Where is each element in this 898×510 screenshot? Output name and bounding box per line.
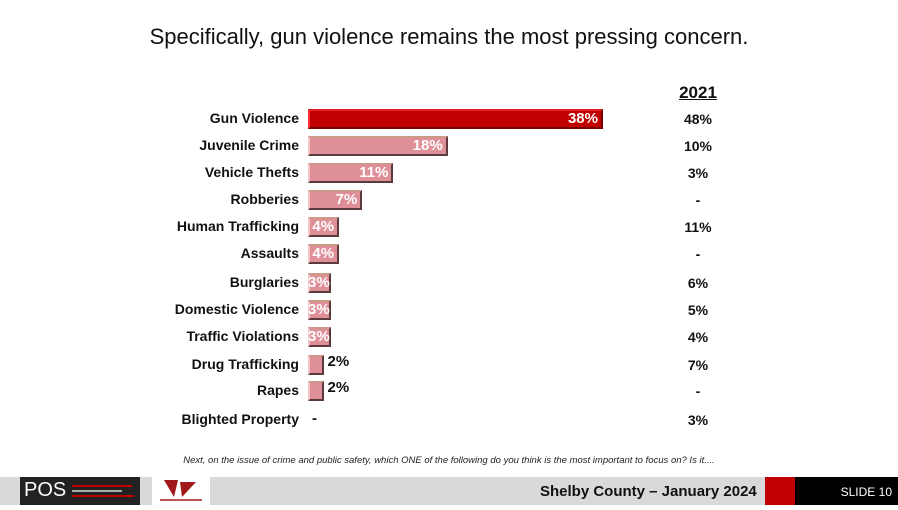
bar: [308, 327, 332, 347]
bar: [308, 381, 324, 401]
category-label: Blighted Property: [181, 411, 299, 427]
category-label: Traffic Violations: [186, 328, 299, 344]
pos-logo-text: POS: [24, 479, 67, 501]
data-label: 4%: [312, 245, 335, 262]
category-label: Rapes: [256, 382, 299, 398]
footer: POS Shelby County – January 2024 SLIDE 1…: [0, 477, 898, 505]
bar: [308, 190, 363, 210]
slide-number: SLIDE 10: [840, 485, 892, 499]
category-label: Juvenile Crime: [199, 137, 299, 153]
bar: [308, 163, 394, 183]
comparison-value: -: [695, 383, 701, 399]
bar: [308, 109, 603, 129]
category-label: Gun Violence: [209, 110, 299, 126]
category-label: Vehicle Thefts: [204, 164, 299, 180]
bar: [308, 355, 324, 375]
comparison-value: 6%: [687, 275, 709, 291]
slide-number-box: SLIDE 10: [795, 477, 898, 505]
pos-logo: POS: [20, 477, 140, 505]
data-label: 2%: [327, 353, 350, 370]
bar: [308, 217, 340, 237]
footer-caption: Shelby County – January 2024: [540, 483, 757, 500]
category-label: Assaults: [240, 245, 299, 261]
bar: [308, 244, 340, 264]
data-label: -: [312, 410, 317, 427]
partner-logo: [152, 477, 210, 505]
accent-block: [765, 477, 795, 505]
category-label: Drug Trafficking: [191, 356, 299, 372]
comparison-header: 2021: [679, 83, 717, 102]
data-label: 7%: [335, 191, 358, 208]
data-label: 38%: [567, 110, 598, 127]
bar: [308, 136, 448, 156]
comparison-value: -: [695, 246, 701, 262]
data-label: 2%: [327, 379, 350, 396]
category-label: Robberies: [230, 191, 299, 207]
bar: [308, 300, 332, 320]
data-label: 11%: [359, 164, 389, 181]
comparison-value: 3%: [687, 412, 709, 428]
data-label: 18%: [412, 137, 443, 154]
comparison-value: 5%: [687, 302, 709, 318]
category-label: Burglaries: [229, 274, 299, 290]
comparison-value: 3%: [687, 165, 709, 181]
comparison-value: 11%: [684, 219, 712, 235]
category-label: Human Trafficking: [176, 218, 299, 234]
data-label: 4%: [312, 218, 335, 235]
slide-title: Specifically, gun violence remains the m…: [149, 24, 749, 49]
question-text: Next, on the issue of crime and public s…: [183, 455, 715, 466]
comparison-value: 7%: [687, 357, 709, 373]
category-label: Domestic Violence: [174, 301, 299, 317]
comparison-value: 10%: [683, 138, 713, 154]
data-label: 3%: [308, 274, 330, 291]
data-label: 3%: [308, 328, 330, 345]
comparison-value: -: [695, 192, 701, 208]
data-label: 3%: [308, 301, 330, 318]
comparison-value: 48%: [683, 111, 713, 127]
bar: [308, 273, 332, 293]
comparison-value: 4%: [687, 329, 709, 345]
